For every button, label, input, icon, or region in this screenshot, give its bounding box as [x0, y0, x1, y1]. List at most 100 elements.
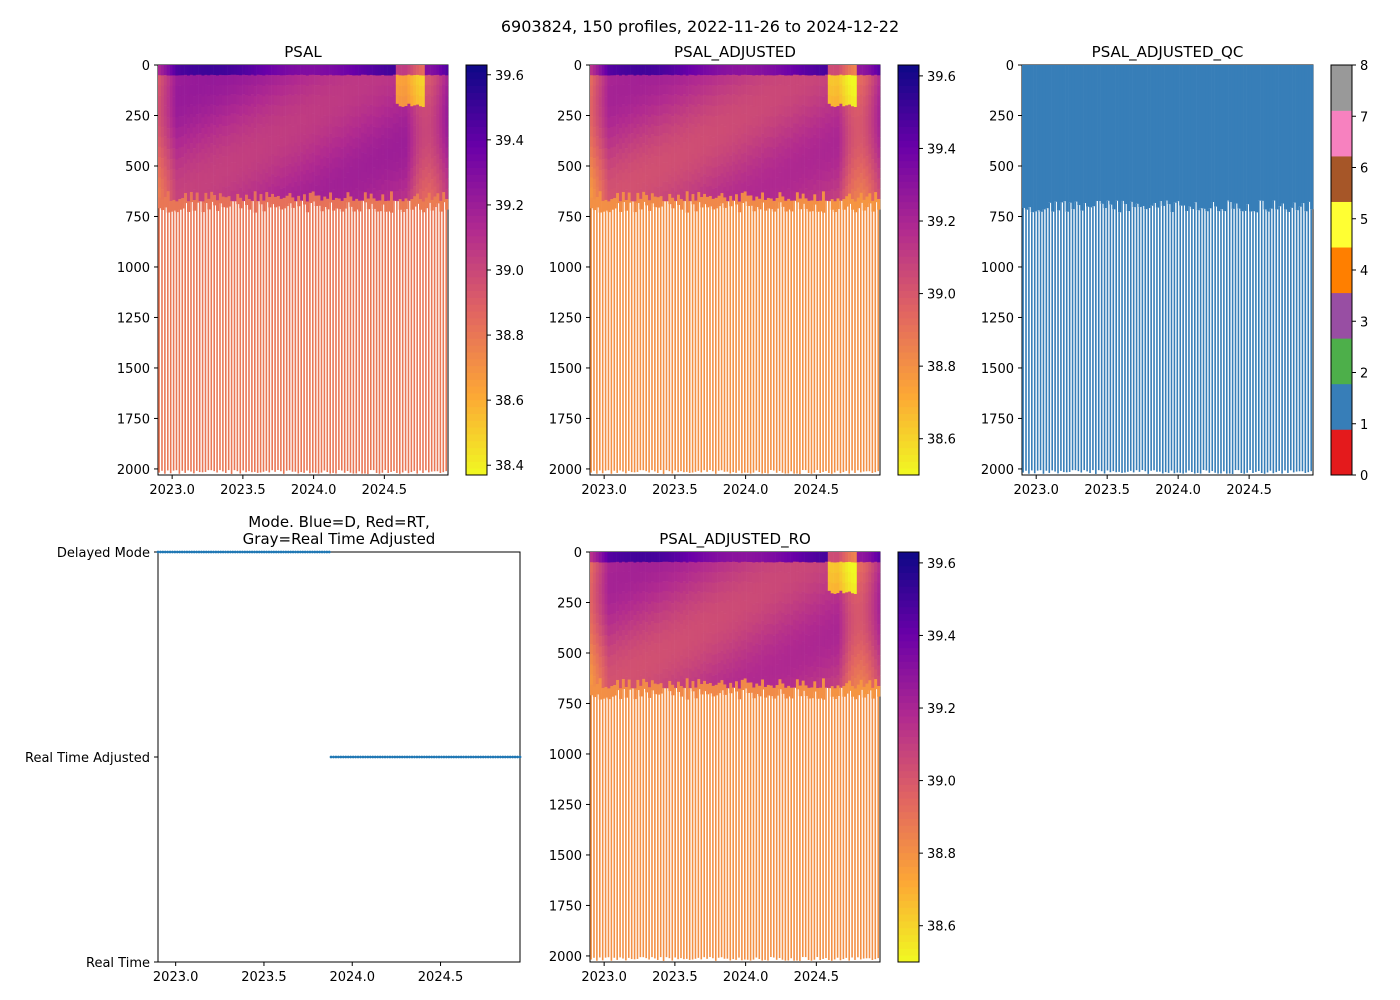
salinity-cell [795, 192, 800, 203]
salinity-cell [439, 85, 443, 97]
salinity-cell [752, 593, 756, 605]
salinity-cell [743, 162, 747, 173]
salinity-cell [633, 604, 637, 616]
profile-bar [801, 203, 804, 471]
salinity-cell [250, 181, 254, 192]
mode-point [313, 550, 317, 554]
salinity-cell [346, 113, 350, 125]
salinity-cell [819, 687, 823, 699]
salinity-cell [845, 642, 849, 654]
salinity-cell [674, 65, 678, 76]
salinity-cell [729, 592, 733, 603]
salinity-cell [752, 137, 756, 149]
salinity-cell [616, 124, 620, 135]
salinity-cell [636, 192, 640, 204]
salinity-cell [236, 164, 240, 175]
salinity-cell [279, 188, 283, 200]
salinity-cell [598, 625, 602, 637]
salinity-cell [665, 639, 669, 650]
profile-bar [1092, 206, 1094, 471]
salinity-cell [442, 123, 446, 134]
salinity-cell [276, 185, 281, 197]
colorbar-step [466, 256, 487, 264]
qc-cell [1263, 65, 1267, 210]
salinity-cell [410, 168, 414, 179]
salinity-cell [329, 143, 333, 154]
salinity-cell [610, 582, 614, 594]
salinity-cell [590, 197, 594, 209]
salinity-cell [793, 113, 797, 124]
salinity-cell [749, 602, 753, 613]
y-tick-label-psal_adjusted: 2000 [549, 463, 582, 478]
salinity-cell [851, 157, 855, 169]
salinity-cell [390, 201, 394, 213]
salinity-cell [366, 95, 370, 107]
salinity-cell [714, 156, 718, 168]
salinity-cell [851, 116, 855, 128]
salinity-cell [294, 162, 298, 173]
profile-bar [1161, 205, 1164, 474]
colorbar-step [898, 65, 919, 73]
salinity-cell [314, 145, 318, 156]
salinity-cell [810, 179, 814, 191]
salinity-cell [784, 169, 788, 181]
salinity-cell [810, 552, 814, 563]
profile-bar [752, 210, 755, 473]
profile-bar [749, 692, 752, 961]
salinity-cell [187, 65, 191, 76]
salinity-cell [624, 593, 628, 605]
salinity-cell [833, 552, 837, 563]
salinity-cell [836, 85, 840, 97]
salinity-cell [372, 65, 376, 76]
salinity-cell [247, 65, 252, 76]
profile-bar [213, 205, 215, 472]
salinity-cell [636, 581, 640, 592]
salinity-cell [421, 127, 426, 139]
salinity-cell [862, 147, 866, 159]
salinity-cell [746, 145, 750, 156]
salinity-cell [305, 180, 310, 192]
salinity-cell [665, 658, 669, 669]
salinity-cell [752, 666, 756, 678]
salinity-cell [801, 631, 805, 642]
salinity-cell [645, 672, 649, 683]
salinity-cell [616, 640, 620, 651]
salinity-cell [737, 65, 742, 76]
salinity-cell [813, 74, 817, 86]
profile-bar [775, 695, 778, 960]
salinity-cell [250, 142, 254, 153]
salinity-cell [430, 116, 434, 128]
profile-bar [355, 209, 358, 474]
profile-bar [190, 201, 192, 472]
salinity-cell [178, 85, 182, 97]
salinity-cell [819, 106, 823, 118]
salinity-cell [729, 75, 733, 86]
salinity-cell [758, 685, 762, 697]
salinity-cell [677, 144, 681, 156]
salinity-cell [665, 581, 669, 592]
salinity-cell [816, 180, 820, 191]
salinity-cell [662, 678, 666, 689]
salinity-cell [706, 176, 710, 188]
salinity-cell [677, 194, 681, 205]
salinity-cell [871, 106, 875, 118]
salinity-cell [723, 65, 727, 76]
salinity-cell [720, 183, 724, 194]
salinity-cell [642, 172, 646, 183]
salinity-cell [697, 113, 701, 124]
salinity-cell [685, 117, 689, 129]
salinity-cell [616, 65, 620, 76]
salinity-cell [674, 74, 678, 85]
salinity-cell [256, 94, 260, 105]
salinity-cell [436, 193, 440, 204]
salinity-cell [720, 640, 724, 651]
salinity-cell [598, 65, 602, 76]
salinity-cell [262, 148, 266, 160]
profile-bar [1150, 205, 1152, 471]
salinity-cell [326, 75, 330, 86]
salinity-cell [395, 74, 399, 85]
salinity-cell [819, 179, 823, 191]
salinity-cell [761, 581, 765, 592]
salinity-cell [358, 75, 362, 87]
salinity-cell [775, 654, 779, 665]
